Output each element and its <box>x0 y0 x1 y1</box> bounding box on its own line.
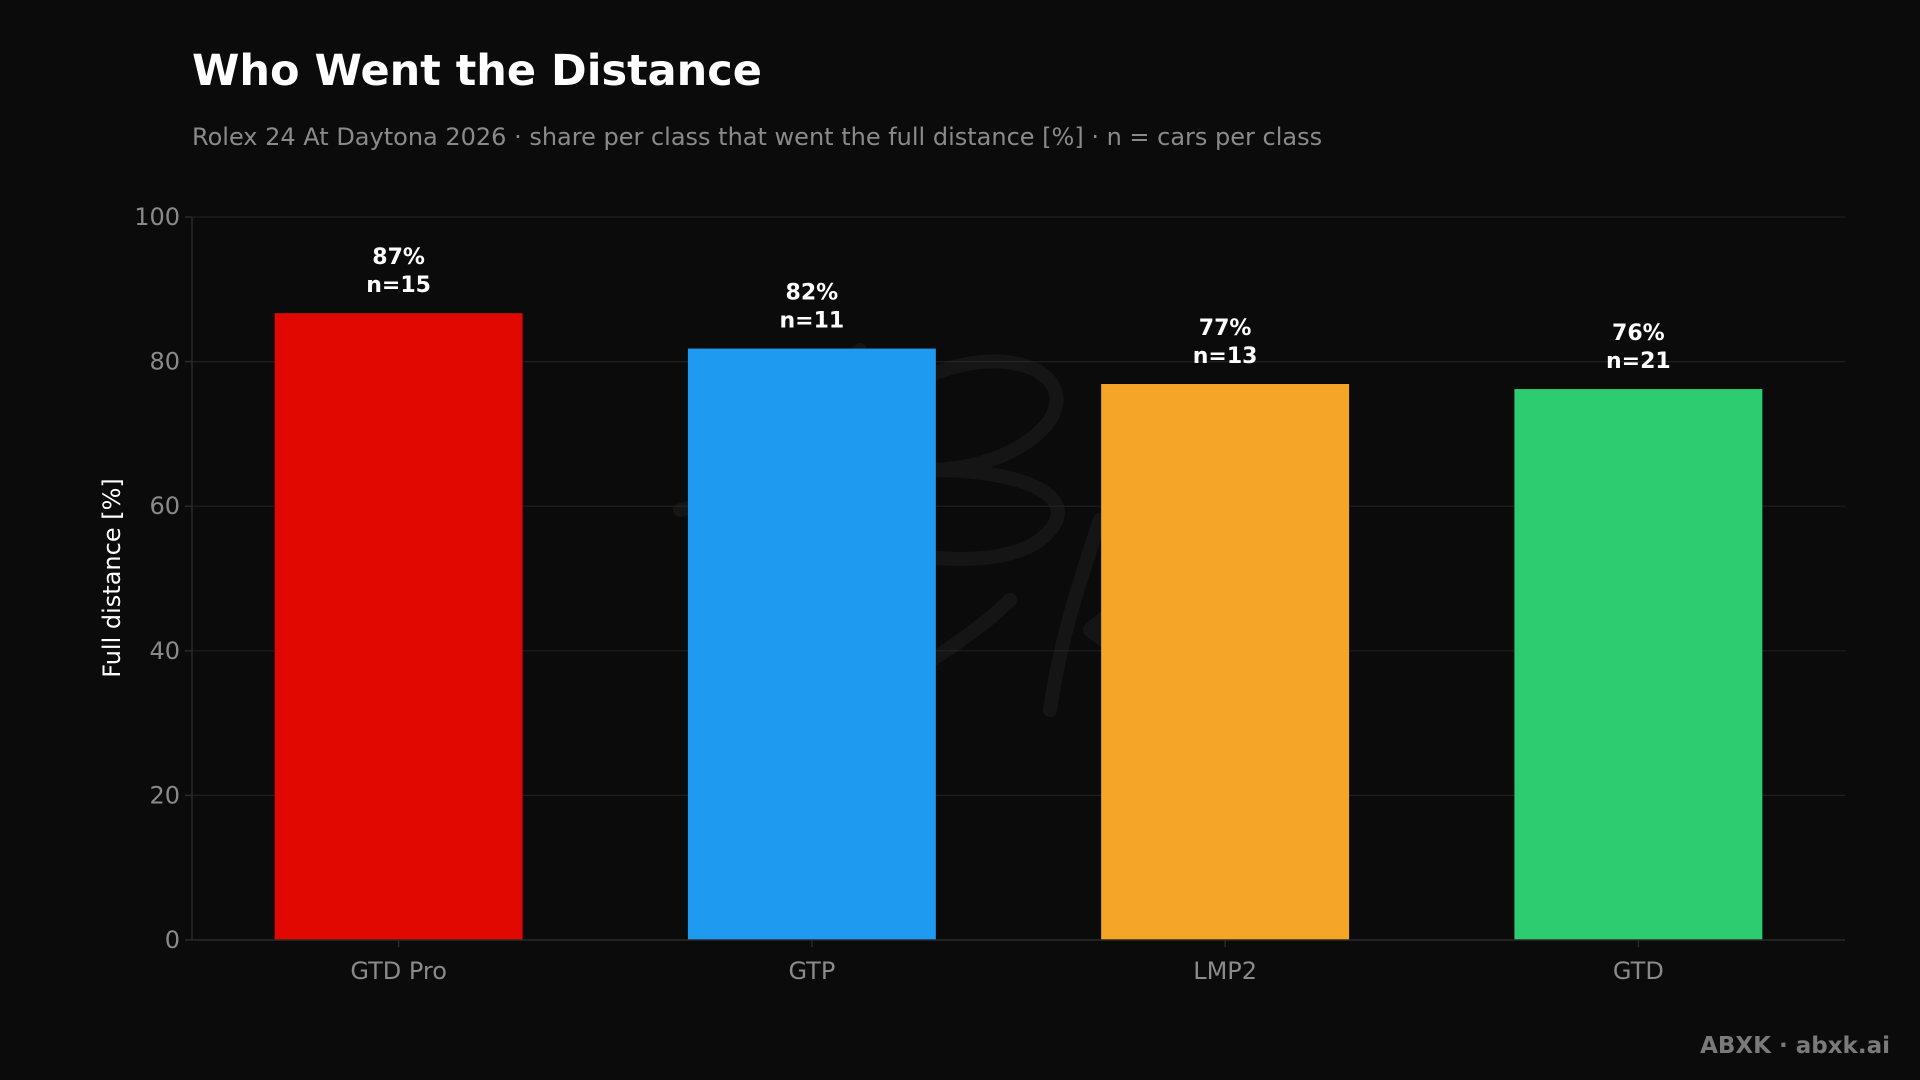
data-label-percent: 82% <box>786 281 839 306</box>
footer-credit: ABXK · abxk.ai <box>1700 1033 1890 1059</box>
x-tick-label: GTD <box>1613 957 1664 985</box>
x-tick-label: GTP <box>788 957 835 985</box>
bar <box>1101 384 1350 940</box>
bar <box>1514 389 1763 941</box>
y-tick-label: 60 <box>149 492 180 520</box>
bar <box>687 348 936 940</box>
data-label-percent: 87% <box>372 245 425 270</box>
data-label-n: n=15 <box>366 273 431 298</box>
y-tick-labels: 0 20 40 60 80 100 <box>134 203 192 954</box>
y-tick-label: 80 <box>149 348 180 376</box>
y-tick-label: 0 <box>165 926 180 954</box>
data-label-percent: 77% <box>1199 316 1252 341</box>
bar <box>274 313 523 940</box>
y-tick-label: 20 <box>149 781 180 809</box>
x-tick-label: GTD Pro <box>350 957 447 985</box>
data-label-n: n=13 <box>1193 344 1258 369</box>
y-tick-label: 40 <box>149 637 180 665</box>
y-axis-label: Full distance [%] <box>98 478 126 678</box>
data-label-n: n=11 <box>780 309 845 334</box>
x-tick-label: LMP2 <box>1193 957 1257 985</box>
axes <box>191 217 1845 941</box>
y-tick-label: 100 <box>134 203 180 231</box>
data-labels: 87% n=15 82% n=11 77% n=13 76% n=21 <box>366 245 1670 374</box>
bars <box>274 313 1763 941</box>
data-label-n: n=21 <box>1606 349 1671 374</box>
x-tick-labels: GTD Pro GTP LMP2 GTD <box>350 940 1664 985</box>
chart-title: Who Went the Distance <box>192 46 762 96</box>
data-label-percent: 76% <box>1612 321 1665 346</box>
chart-subtitle: Rolex 24 At Daytona 2026 · share per cla… <box>192 123 1322 151</box>
